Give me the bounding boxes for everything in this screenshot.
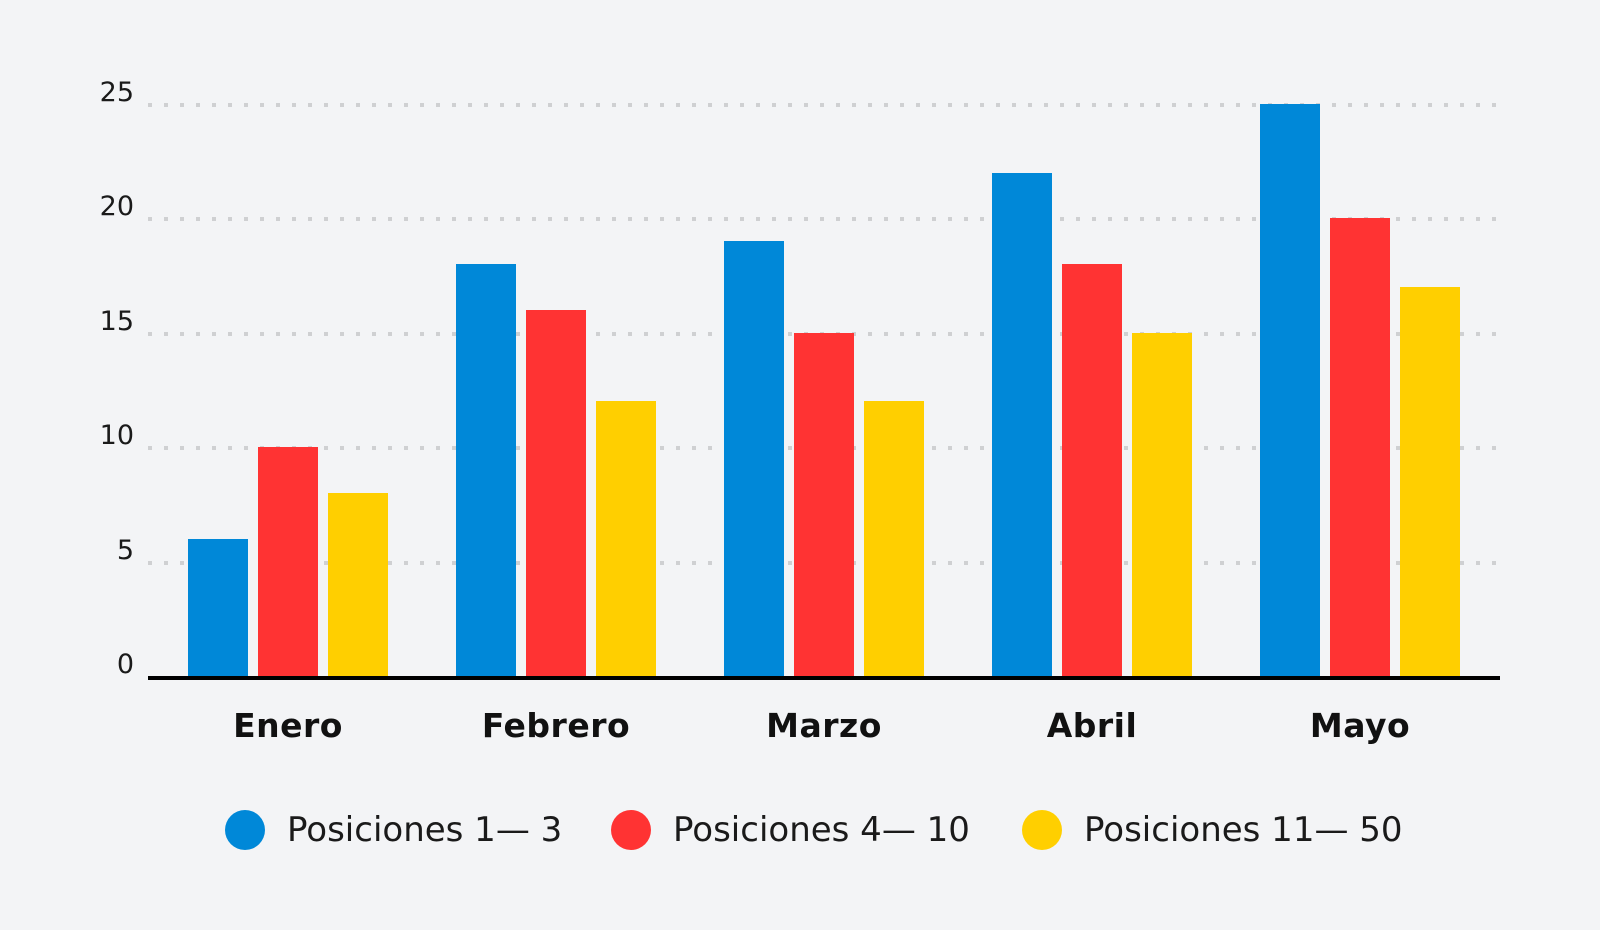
bar-febrero-series-1 [456, 264, 516, 676]
legend-dot-icon [1022, 810, 1062, 850]
bar-marzo-series-2 [794, 332, 854, 676]
bar-abril-series-1 [992, 172, 1052, 676]
legend-label: Posiciones 1— 3 [287, 810, 563, 850]
x-axis-label-marzo: Marzo [766, 706, 882, 745]
y-axis-tick-label: 10 [99, 420, 134, 452]
bar-mayo-series-3 [1400, 287, 1460, 676]
x-axis-label-enero: Enero [233, 706, 343, 745]
y-axis-tick-label: 0 [116, 649, 134, 680]
legend-label: Posiciones 11— 50 [1084, 810, 1403, 850]
gridline [148, 217, 1500, 222]
bar-enero-series-3 [328, 492, 388, 676]
bar-enero-series-1 [188, 538, 248, 676]
bar-marzo-series-1 [724, 241, 784, 676]
x-axis-label-febrero: Febrero [481, 706, 631, 745]
bar-febrero-series-3 [596, 401, 656, 676]
bar-marzo-series-3 [864, 401, 924, 676]
bar-mayo-series-2 [1330, 218, 1390, 676]
x-axis-baseline [148, 676, 1500, 680]
y-axis-tick-label: 20 [99, 191, 134, 223]
x-axis-label-mayo: Mayo [1309, 706, 1411, 745]
y-axis-tick-label: 5 [116, 534, 134, 566]
legend-dot-icon [611, 810, 651, 850]
legend-item-series-1: Posiciones 1— 3 [225, 810, 562, 850]
legend-item-series-3: Posiciones 11— 50 [1022, 810, 1403, 850]
bar-abril-series-2 [1062, 264, 1122, 676]
legend-dot-icon [225, 810, 265, 850]
bar-abril-series-3 [1132, 332, 1192, 676]
y-axis-tick-label: 25 [99, 77, 134, 108]
bar-mayo-series-1 [1260, 104, 1320, 676]
bar-enero-series-2 [258, 447, 318, 676]
legend-item-series-2: Posiciones 4— 10 [611, 810, 970, 850]
legend-label: Posiciones 4— 10 [673, 810, 970, 850]
gridline [148, 103, 1500, 107]
y-axis-tick-label: 15 [99, 305, 134, 337]
x-axis-label-abril: Abril [1046, 706, 1138, 745]
bar-febrero-series-2 [526, 309, 586, 676]
